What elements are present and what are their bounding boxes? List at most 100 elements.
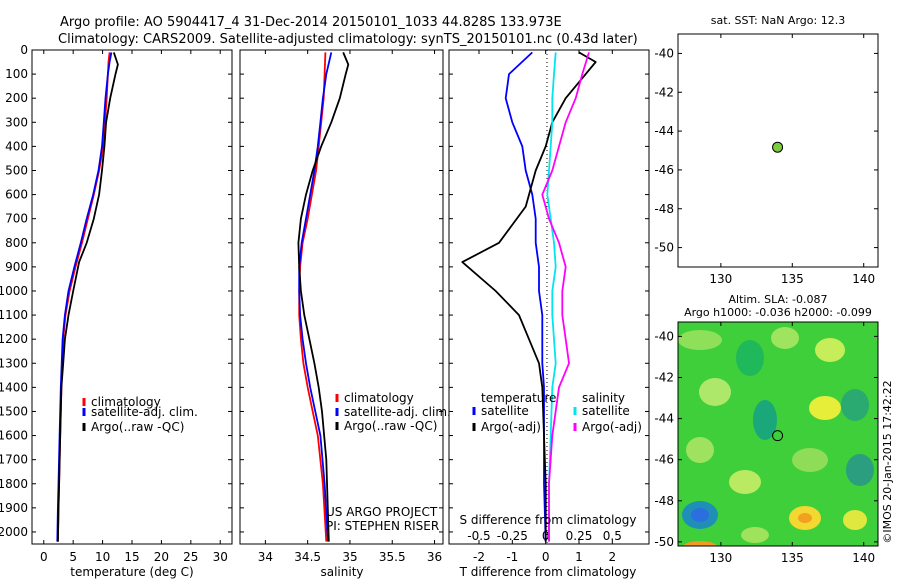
temperature-panel: 0100200300400500600700800900100011001200… (0, 43, 233, 579)
depth-tick-label: 200 (5, 91, 28, 105)
legend-header-salinity: salinity (582, 391, 625, 405)
figure-title-line2: Climatology: CARS2009. Satellite-adjuste… (58, 32, 638, 47)
legend-label-sal-satellite: satellite (582, 404, 630, 418)
pi-annotation: PI: STEPHEN RISER (326, 519, 439, 533)
lon-tick-label: 140 (852, 551, 875, 565)
temperature-ticks: 0100200300400500600700800900100011001200… (0, 43, 232, 564)
series-line-2 (461, 51, 597, 542)
figure-title-line1: Argo profile: AO 5904417_4 31-Dec-2014 2… (60, 15, 562, 30)
sla-ticks: -40 -42 -44 -46 -48 -50 130 135 140 (654, 322, 878, 565)
x-tick-label: -2 (473, 550, 485, 564)
x-tick-label: 30 (213, 550, 228, 564)
legend-label-climatology: climatology (91, 395, 161, 409)
legend-label-climatology: climatology (344, 391, 414, 405)
sst-title: sat. SST: NaN Argo: 12.3 (711, 14, 845, 27)
depth-tick-label: 0 (20, 43, 28, 57)
position-map-panel: sat. SST: NaN Argo: 12.3 -40 -42 -44 -46 -48… (654, 14, 879, 286)
salinity-panel: 34 34.5 35 35.5 36 climatology satellite-adj… (239, 49, 451, 579)
depth-tick-label: 1400 (0, 380, 28, 394)
lon-tick-label: 130 (709, 551, 732, 565)
depth-tick-label: 1300 (0, 356, 28, 370)
temperature-legend: climatology satellite-adj. clim. Argo(..… (82, 395, 198, 434)
s-tick-label: -0.25 (497, 529, 528, 543)
depth-tick-label: 1200 (0, 332, 28, 346)
depth-tick-label: 300 (5, 115, 28, 129)
sla-heatmap (678, 322, 878, 546)
temperature-xlabel: temperature (deg C) (70, 565, 193, 579)
x-tick-label: 34 (258, 550, 273, 564)
difference-legend: temperature salinity satellite Argo(-adj… (472, 391, 642, 434)
lat-tick-label: -44 (654, 412, 674, 426)
depth-tick-label: 800 (5, 236, 28, 250)
series-line-4 (541, 52, 590, 542)
x-tick-label: 0 (40, 550, 48, 564)
legend-label-satellite: satellite-adj. clim. (344, 405, 451, 419)
salinity-xlabel: salinity (320, 565, 363, 579)
x-tick-label: 15 (124, 550, 139, 564)
legend-label-argo: Argo(..raw -QC) (344, 419, 437, 433)
depth-tick-label: 400 (5, 139, 28, 153)
legend-label-temp-argo: Argo(-adj) (481, 420, 541, 434)
x-tick-label: -1 (506, 550, 518, 564)
lat-tick-label: -50 (654, 535, 674, 549)
depth-tick-label: 1500 (0, 404, 28, 418)
t-difference-label: T difference from climatology (459, 565, 637, 579)
depth-tick-label: 900 (5, 260, 28, 274)
series-line-3 (297, 52, 350, 542)
difference-ticks: -2 -1 0 1 2-0.5 -0.25 0 0.25 0.5 (449, 49, 649, 564)
sla-title-line1: Altim. SLA: -0.087 (728, 293, 827, 306)
depth-tick-label: 1100 (0, 308, 28, 322)
lat-tick-label: -46 (654, 163, 674, 177)
depth-tick-label: 600 (5, 188, 28, 202)
salinity-axes-frame (239, 49, 444, 545)
depth-tick-label: 500 (5, 163, 28, 177)
lat-tick-label: -40 (654, 46, 674, 60)
temperature-lines (56, 52, 119, 542)
x-tick-label: 34.5 (294, 550, 321, 564)
depth-tick-label: 1800 (0, 477, 28, 491)
lat-tick-label: -46 (654, 453, 674, 467)
x-tick-label: 35 (342, 550, 357, 564)
sla-panel: Altim. SLA: -0.087 Argo h1000: -0.036 h2… (654, 293, 894, 565)
x-tick-label: 10 (95, 550, 110, 564)
series-line-3 (57, 52, 119, 542)
lat-tick-label: -42 (654, 85, 674, 99)
lat-tick-label: -48 (654, 202, 674, 216)
lat-tick-label: -40 (654, 329, 674, 343)
lon-tick-label: 135 (781, 551, 804, 565)
lon-tick-label: 140 (852, 272, 875, 286)
depth-tick-label: 1700 (0, 453, 28, 467)
salinity-ticks: 34 34.5 35 35.5 36 (240, 49, 443, 564)
s-tick-label: 0.25 (566, 529, 593, 543)
profile-location-marker (772, 141, 784, 153)
series-line-3 (546, 52, 557, 542)
depth-tick-label: 1600 (0, 429, 28, 443)
sla-title-line2: Argo h1000: -0.036 h2000: -0.099 (684, 306, 872, 319)
x-tick-label: 2 (609, 550, 617, 564)
legend-label-temp-satellite: satellite (481, 404, 529, 418)
x-tick-label: 0 (542, 550, 550, 564)
map-ticks: -40 -42 -44 -46 -48 -50 130 135 140 (654, 34, 878, 286)
x-tick-label: 1 (575, 550, 583, 564)
lat-tick-label: -44 (654, 124, 674, 138)
sla-axes-frame (677, 321, 879, 547)
x-tick-label: 20 (154, 550, 169, 564)
legend-label-sal-argo: Argo(-adj) (582, 420, 642, 434)
profile-location-marker (772, 430, 784, 442)
difference-lines (461, 51, 597, 542)
map-points (772, 141, 784, 153)
x-tick-label: 36 (427, 550, 442, 564)
lon-tick-label: 130 (709, 272, 732, 286)
lon-tick-label: 135 (781, 272, 804, 286)
difference-panel: -2 -1 0 1 2-0.5 -0.25 0 0.25 0.5 temperature sal… (448, 49, 650, 579)
depth-tick-label: 1000 (0, 284, 28, 298)
depth-tick-label: 100 (5, 67, 28, 81)
salinity-legend: climatology satellite-adj. clim. Argo(..… (335, 391, 451, 433)
temperature-axes-frame (31, 49, 233, 545)
depth-tick-label: 700 (5, 212, 28, 226)
imos-timestamp: ©IMOS 20-Jan-2015 17:42:22 (881, 380, 894, 543)
x-tick-label: 35.5 (379, 550, 406, 564)
s-tick-label: -0.5 (467, 529, 490, 543)
s-tick-label: 0.5 (603, 529, 622, 543)
